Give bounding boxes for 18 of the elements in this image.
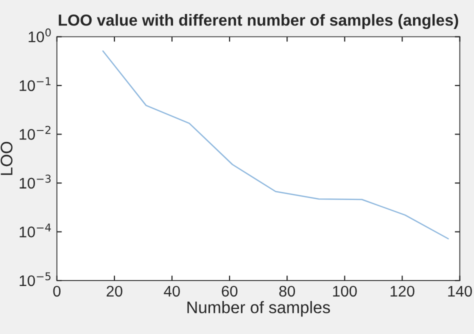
x-tick-label: 120 — [390, 286, 414, 297]
x-tick-label: 40 — [164, 286, 180, 297]
y-tick-label: 10$^{−5}$ — [20, 272, 51, 286]
y-tick-label: 10$^{−3}$ — [20, 174, 51, 189]
x-tick-label: 60 — [222, 286, 238, 297]
chart-title: LOO value with different number of samples (angles) — [58, 14, 458, 30]
y-tick-label: 10$^{−4}$ — [20, 224, 51, 238]
y-axis-title: LOO — [0, 142, 12, 175]
x-tick-label: 100 — [333, 286, 357, 297]
line-series — [102, 50, 449, 240]
x-tick-label: 80 — [279, 286, 296, 297]
x-tick-label: 0 — [53, 286, 61, 297]
x-tick-label: 20 — [106, 286, 122, 297]
y-tick-label: 10$^{−2}$ — [20, 126, 50, 140]
x-axis-title: Number of samples — [187, 301, 330, 317]
y-tick-label: 10$^{0}$ — [28, 28, 51, 42]
x-tick-label: 140 — [448, 286, 472, 297]
y-tick-label: 10$^{−1}$ — [20, 77, 50, 92]
